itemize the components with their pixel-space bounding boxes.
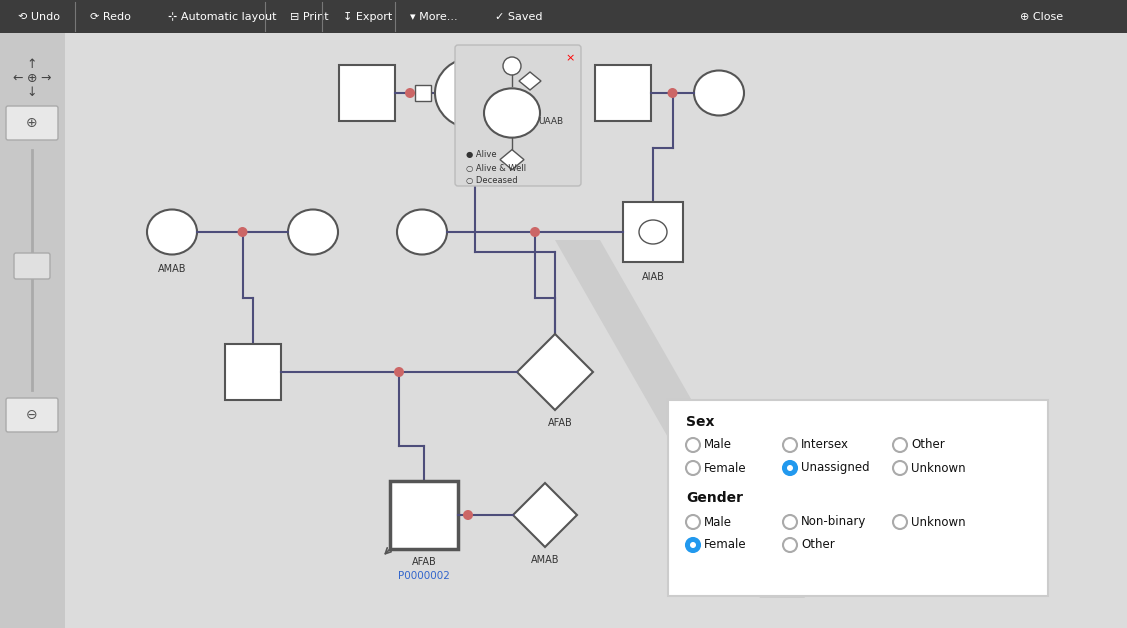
Text: →: → <box>41 72 51 85</box>
Text: AMAB: AMAB <box>158 264 186 274</box>
Circle shape <box>686 515 700 529</box>
Circle shape <box>530 227 540 237</box>
Ellipse shape <box>397 210 447 254</box>
Text: ● Alive: ● Alive <box>465 151 497 160</box>
Ellipse shape <box>289 210 338 254</box>
Polygon shape <box>554 240 805 598</box>
Text: AFAB: AFAB <box>548 418 573 428</box>
Circle shape <box>690 542 696 548</box>
Text: ✓ Saved: ✓ Saved <box>495 11 542 21</box>
Text: Intersex: Intersex <box>801 438 849 452</box>
Text: Unknown: Unknown <box>911 516 966 529</box>
Text: Other: Other <box>801 538 835 551</box>
Ellipse shape <box>435 57 515 129</box>
Bar <box>225 344 281 400</box>
Circle shape <box>394 367 403 377</box>
FancyBboxPatch shape <box>6 106 57 140</box>
Text: ○ Alive & Well: ○ Alive & Well <box>465 163 526 173</box>
Text: Female: Female <box>704 462 746 475</box>
Text: Gender: Gender <box>686 491 743 505</box>
Circle shape <box>686 461 700 475</box>
Circle shape <box>405 88 415 98</box>
Text: ⊟ Print: ⊟ Print <box>290 11 329 21</box>
Circle shape <box>783 538 797 552</box>
Circle shape <box>893 461 907 475</box>
Circle shape <box>783 515 797 529</box>
Circle shape <box>667 88 677 98</box>
Text: AMAB: AMAB <box>531 555 559 565</box>
Text: ○ Deceased: ○ Deceased <box>465 176 517 185</box>
Bar <box>595 65 651 121</box>
Bar <box>390 481 458 549</box>
Text: ⟳ Redo: ⟳ Redo <box>90 11 131 21</box>
Text: Female: Female <box>704 538 746 551</box>
Circle shape <box>686 538 700 552</box>
Polygon shape <box>517 334 593 410</box>
Circle shape <box>893 438 907 452</box>
FancyBboxPatch shape <box>6 398 57 432</box>
Bar <box>415 85 431 101</box>
Ellipse shape <box>147 210 197 254</box>
FancyBboxPatch shape <box>668 400 1048 596</box>
Text: Male: Male <box>704 516 733 529</box>
Bar <box>0 33 65 628</box>
Text: Male: Male <box>704 438 733 452</box>
Text: ↑: ↑ <box>27 58 37 70</box>
Text: ▾ More...: ▾ More... <box>410 11 458 21</box>
Polygon shape <box>520 72 541 90</box>
Text: UAAB: UAAB <box>538 117 564 126</box>
Text: ↧ Export: ↧ Export <box>343 11 392 21</box>
Ellipse shape <box>503 57 521 75</box>
Circle shape <box>787 465 793 471</box>
Text: AIAB: AIAB <box>641 272 665 282</box>
Circle shape <box>238 227 248 237</box>
Text: ↓: ↓ <box>27 85 37 99</box>
FancyBboxPatch shape <box>14 253 50 279</box>
Text: ⊕: ⊕ <box>26 116 38 130</box>
Bar <box>623 202 683 262</box>
Ellipse shape <box>694 70 744 116</box>
Bar <box>339 65 394 121</box>
Circle shape <box>783 438 797 452</box>
Circle shape <box>893 515 907 529</box>
Circle shape <box>783 461 797 475</box>
Text: Unknown: Unknown <box>911 462 966 475</box>
Circle shape <box>463 510 473 520</box>
Text: ⊹ Automatic layout: ⊹ Automatic layout <box>168 11 276 21</box>
Bar <box>0 0 1127 33</box>
Text: Other: Other <box>911 438 944 452</box>
Text: ×: × <box>566 53 575 63</box>
Text: ⊕ Close: ⊕ Close <box>1020 11 1063 21</box>
Text: P0000002: P0000002 <box>398 571 450 581</box>
Text: ⟲ Undo: ⟲ Undo <box>18 11 60 21</box>
Text: ←: ← <box>12 72 24 85</box>
Text: ⊕: ⊕ <box>27 72 37 85</box>
Text: ⊖: ⊖ <box>26 408 38 422</box>
Text: AFAB: AFAB <box>411 557 436 567</box>
Ellipse shape <box>483 89 540 138</box>
Text: Unassigned: Unassigned <box>801 462 870 475</box>
FancyBboxPatch shape <box>455 45 582 186</box>
Text: Non-binary: Non-binary <box>801 516 867 529</box>
Text: Sex: Sex <box>686 415 715 429</box>
Polygon shape <box>500 149 524 170</box>
Circle shape <box>686 438 700 452</box>
Polygon shape <box>513 483 577 547</box>
